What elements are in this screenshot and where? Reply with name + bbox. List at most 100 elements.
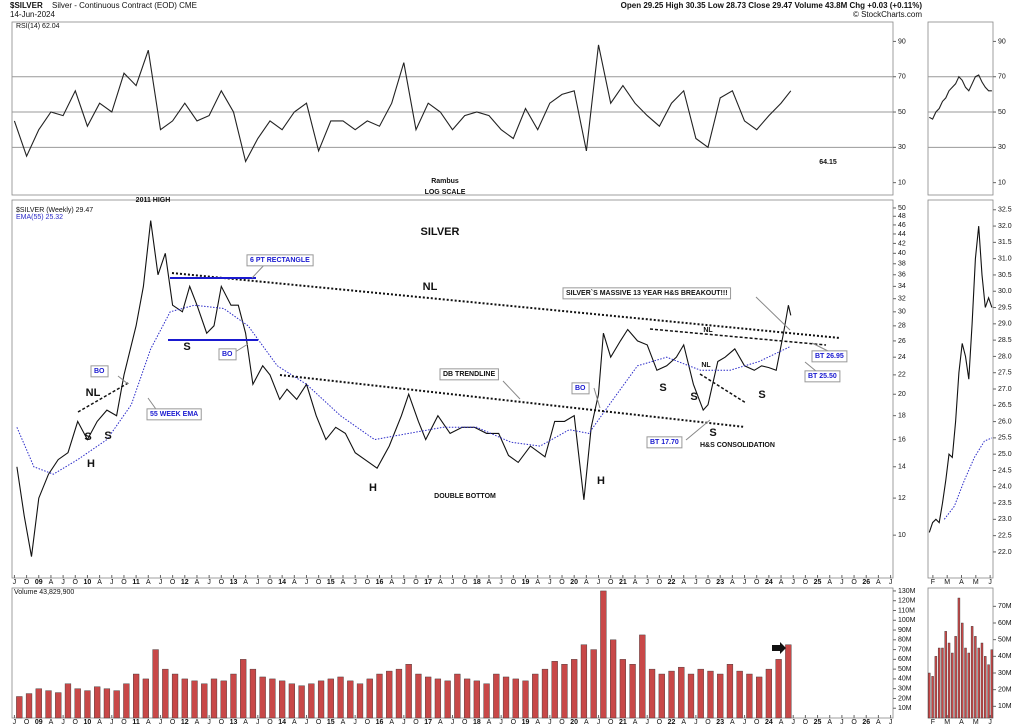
volume-bar [386, 670, 393, 719]
x-tick-label: J [840, 719, 844, 726]
x-tick-label: J [791, 579, 795, 586]
series-line [16, 304, 792, 475]
x-tick-label: 24 [765, 719, 773, 726]
volume-bar [25, 693, 33, 719]
y-tick-label: 120M [898, 598, 916, 605]
volume-bar [648, 668, 656, 719]
x-tick-label: 09 [35, 719, 43, 726]
x-tick-label: J [13, 579, 17, 586]
y-tick-label: 16 [898, 436, 906, 443]
x-tick-label: 24 [765, 579, 773, 586]
annotation-box [562, 287, 732, 300]
y-tick-label: 30 [898, 309, 906, 316]
y-tick-label: 22.5 [998, 532, 1012, 539]
x-tick-label: 25 [814, 719, 822, 726]
date: 14-Jun-2024 [10, 10, 55, 19]
volume-bar [726, 664, 734, 719]
panel-frame [11, 587, 894, 719]
annotation: BO [575, 385, 586, 392]
volume-bar [240, 659, 247, 719]
annotations: 2011 HIGH 6 PT RECTANGLE NL SILVER`S MAS… [84, 197, 848, 500]
x-tick-label: J [548, 719, 552, 726]
y-tick-label: 26 [898, 338, 906, 345]
x-tick-label: O [365, 719, 371, 726]
neckline-2009 [77, 381, 131, 413]
x-tick-label: 10 [84, 719, 92, 726]
volume-bar [210, 678, 218, 719]
volume-bar [74, 688, 81, 719]
annotation: S [84, 431, 91, 443]
x-tick-label: 25 [814, 579, 822, 586]
y-tick-label: 29.0 [998, 321, 1012, 328]
x-tick-label: 19 [522, 579, 530, 586]
x-tick-label: A [146, 719, 151, 726]
y-tick-label: 29.5 [998, 304, 1012, 311]
x-tick-label: 11 [132, 579, 140, 586]
annotation-box [90, 365, 109, 378]
annotation: H [369, 482, 377, 494]
series-line [16, 220, 792, 557]
volume-bar [668, 670, 675, 719]
volume-bar [201, 683, 208, 719]
y-tick-label: 50 [898, 109, 906, 116]
volume-bar [415, 673, 422, 719]
x-tick-label: O [559, 719, 565, 726]
x-tick-label: A [827, 719, 832, 726]
x-tick-label: 19 [522, 719, 530, 726]
y-tick-label: 100M [898, 617, 916, 624]
x-tick-label: 13 [230, 579, 238, 586]
x-tick-label: O [121, 719, 127, 726]
volume-bar [678, 666, 685, 719]
symbol: $SILVER [10, 1, 43, 10]
volume-bar [957, 597, 961, 719]
x-tick-label: O [851, 719, 857, 726]
x-tick-label: O [803, 579, 809, 586]
volume-bar [356, 683, 364, 719]
x-tick-label: 20 [570, 579, 578, 586]
volume-bar [16, 696, 23, 719]
y-tick-label: 40 [898, 250, 906, 257]
volume-title: Volume 43,829,900 [14, 589, 74, 596]
annotation-box [218, 348, 237, 361]
x-tick-label: O [219, 719, 225, 726]
x-tick-label: O [170, 719, 176, 726]
x-tick-label: A [779, 719, 784, 726]
annotation: BO [94, 368, 105, 375]
x-tick-label: J [889, 579, 893, 586]
volume-bar [298, 685, 305, 719]
annotation: BO [222, 351, 233, 358]
annotation: Rambus [431, 178, 459, 185]
volume-bar [45, 690, 52, 719]
y-tick-label: 23.0 [998, 516, 1012, 523]
x-tick-label: 15 [327, 719, 335, 726]
x-tick-label: O [559, 579, 565, 586]
x-tick-label: J [353, 579, 357, 586]
x-tick-label: A [292, 719, 297, 726]
volume-bar [590, 649, 597, 719]
x-tick-label: 17 [424, 579, 432, 586]
volume-bar [977, 647, 980, 719]
volume-bar [181, 678, 188, 719]
y-tick-label: 48 [898, 213, 906, 220]
y-tick-label: 50M [998, 637, 1012, 644]
x-tick-label: J [840, 579, 844, 586]
volume-bar [717, 673, 724, 719]
y-tick-label: 24.5 [998, 467, 1012, 474]
volume-bar [288, 683, 295, 719]
x-tick-label: A [730, 579, 735, 586]
x-tick-label: J [499, 579, 503, 586]
y-tick-label: 27.0 [998, 386, 1012, 393]
x-tick-label: O [413, 579, 419, 586]
y-tick-label: 30 [898, 144, 906, 151]
volume-bar [639, 634, 646, 719]
annotation: S [183, 341, 190, 353]
volume-bar [473, 680, 480, 719]
y-tick-label: 110M [898, 607, 915, 614]
volume-bar [103, 688, 111, 719]
x-tick-label: O [316, 719, 322, 726]
annotation: H&S CONSOLIDATION [700, 442, 775, 449]
x-tick-label: J [597, 579, 601, 586]
volume-bar [967, 652, 971, 719]
annotation: 64.15 [819, 159, 837, 166]
y-tick-label: 70M [998, 603, 1012, 610]
